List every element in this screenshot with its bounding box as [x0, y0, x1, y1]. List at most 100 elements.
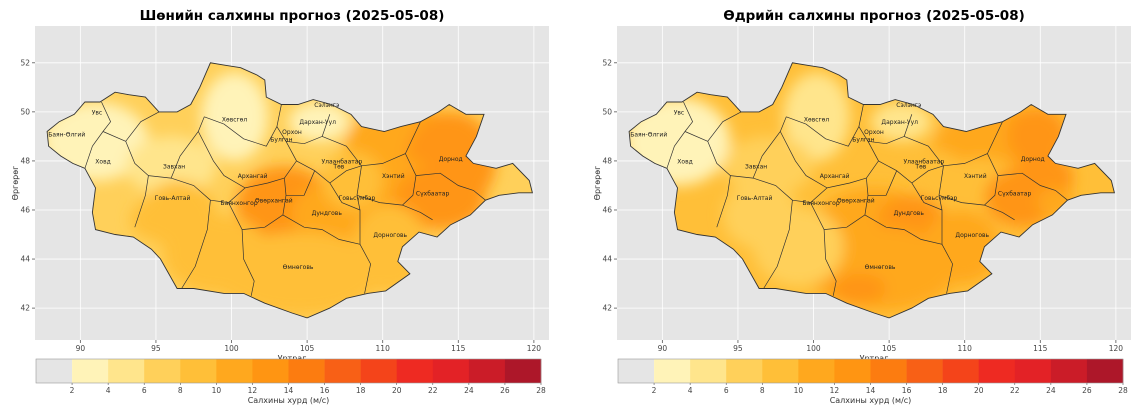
- y-tick-label: 42: [20, 304, 30, 313]
- colorbar-segment: [468, 359, 506, 383]
- colorbar-tick-label: 14: [284, 386, 294, 395]
- map-title: Өдрийн салхины прогноз (2025-05-08): [723, 8, 1025, 24]
- day-wind-map-panel: Өдрийн салхины прогноз (2025-05-08) 90 95 1…: [588, 6, 1144, 413]
- region-label: Булган: [852, 136, 874, 143]
- region-label: Архангай: [820, 173, 850, 180]
- y-tick-label: 52: [602, 58, 612, 67]
- region-label: Увс: [92, 109, 103, 116]
- region-label: Орхон: [864, 129, 884, 136]
- region-label: Дундговь: [312, 210, 343, 217]
- colorbar-tick-label: 4: [106, 386, 111, 395]
- colorbar-segment: [396, 359, 434, 383]
- wind-speed-zone: [130, 200, 176, 240]
- colorbar-segment: [360, 359, 398, 383]
- region-label: Өвөрхангай: [837, 198, 875, 205]
- x-tick-label: 110: [958, 344, 973, 353]
- colorbar-tick-label: 26: [500, 386, 510, 395]
- x-axis-label: Уртраг: [278, 354, 307, 363]
- x-axis-label: Уртраг: [860, 354, 889, 363]
- region-label: Увс: [674, 109, 685, 116]
- wind-speed-zone: [984, 168, 1060, 228]
- x-tick-label: 120: [527, 344, 542, 353]
- x-tick-label: 105: [300, 344, 315, 353]
- colorbar-segment: [1086, 359, 1124, 383]
- x-tick-label: 115: [451, 344, 466, 353]
- colorbar-tick-label: 8: [178, 386, 183, 395]
- region-label: Завхан: [745, 163, 767, 170]
- colorbar-segment: [432, 359, 470, 383]
- region-label: Хэнтий: [382, 173, 405, 180]
- region-label: Дорнод: [439, 156, 463, 163]
- province-border: [911, 165, 944, 184]
- colorbar-segment: [252, 359, 289, 383]
- y-tick-label: 44: [602, 255, 612, 264]
- y-axis-label: Өргөрөг: [11, 166, 20, 201]
- colorbar-tick-label: 2: [652, 386, 657, 395]
- colorbar-tick-label: 12: [248, 386, 258, 395]
- province-border: [286, 170, 316, 196]
- wind-speed-zone: [923, 209, 1000, 284]
- colorbar-tick-label: 26: [1082, 386, 1092, 395]
- y-tick-label: 46: [602, 205, 612, 214]
- wind-speed-zone: [722, 136, 814, 196]
- x-tick-label: 105: [882, 344, 897, 353]
- region-label: Дорноговь: [373, 232, 407, 239]
- province-border: [197, 131, 285, 189]
- province-border: [943, 121, 1003, 167]
- x-tick-label: 90: [76, 344, 86, 353]
- region-label: Дорноговь: [955, 232, 989, 239]
- region-label: Баянхонгор: [803, 200, 840, 207]
- x-tick-label: 110: [376, 344, 391, 353]
- wind-speed-zone: [125, 136, 217, 196]
- wind-speed-zone: [916, 151, 962, 191]
- region-label: Дархан-Уул: [881, 119, 918, 126]
- colorbar-segment: [978, 359, 1016, 383]
- x-tick-label: 100: [806, 344, 821, 353]
- region-label: Сэлэнгэ: [314, 102, 339, 109]
- province-border: [329, 165, 362, 184]
- x-tick-label: 95: [151, 344, 161, 353]
- colorbar-segment: [180, 359, 217, 383]
- y-axis-label: Өргөрөг: [593, 166, 602, 201]
- colorbar-segment: [762, 359, 799, 383]
- region-label: Төв: [914, 163, 926, 170]
- region-label: Өмнөговь: [865, 264, 896, 271]
- colorbar-tick-label: 20: [974, 386, 984, 395]
- region-label: Архангай: [238, 173, 268, 180]
- province-border: [102, 111, 160, 142]
- wind-speed-zone: [870, 102, 932, 142]
- region-label: Өмнөговь: [283, 264, 314, 271]
- x-tick-label: 95: [733, 344, 743, 353]
- province-border: [361, 121, 421, 167]
- colorbar-segment: [942, 359, 980, 383]
- colorbar-segment: [288, 359, 325, 383]
- y-tick-label: 50: [602, 107, 612, 116]
- colorbar-tick-label: 28: [1118, 386, 1128, 395]
- province-border: [786, 104, 864, 147]
- night-wind-map: Шөнийн салхины прогноз (2025-05-08) 90 95 1…: [11, 8, 549, 405]
- region-label: Сэлэнгэ: [896, 102, 921, 109]
- province-border: [810, 202, 837, 296]
- province-border: [228, 202, 255, 296]
- x-tick-label: 100: [224, 344, 239, 353]
- region-label: Дорнод: [1021, 156, 1045, 163]
- colorbar-label: Салхины хурд (м/с): [248, 396, 330, 405]
- colorbar-tick-label: 4: [688, 386, 693, 395]
- region-label: Завхан: [163, 163, 185, 170]
- province-border: [868, 170, 898, 196]
- region-label: Баянхонгор: [221, 200, 258, 207]
- colorbar-segment: [324, 359, 361, 383]
- region-label: Сүхбаатар: [998, 190, 1032, 197]
- colorbar-segment: [834, 359, 871, 383]
- colorbar-tick-label: 2: [70, 386, 75, 395]
- wind-speed-zone: [753, 207, 844, 287]
- region-label: Улаанбаатар: [321, 158, 362, 165]
- wind-speed-zone: [783, 72, 850, 161]
- colorbar-tick-label: 6: [724, 386, 729, 395]
- region-label: Дархан-Уул: [299, 119, 336, 126]
- y-tick-label: 46: [20, 205, 30, 214]
- region-label: Орхон: [282, 129, 302, 136]
- region-label: Баян-Өлгий: [630, 131, 667, 138]
- colorbar-segment: [798, 359, 835, 383]
- colorbar-segment: [726, 359, 763, 383]
